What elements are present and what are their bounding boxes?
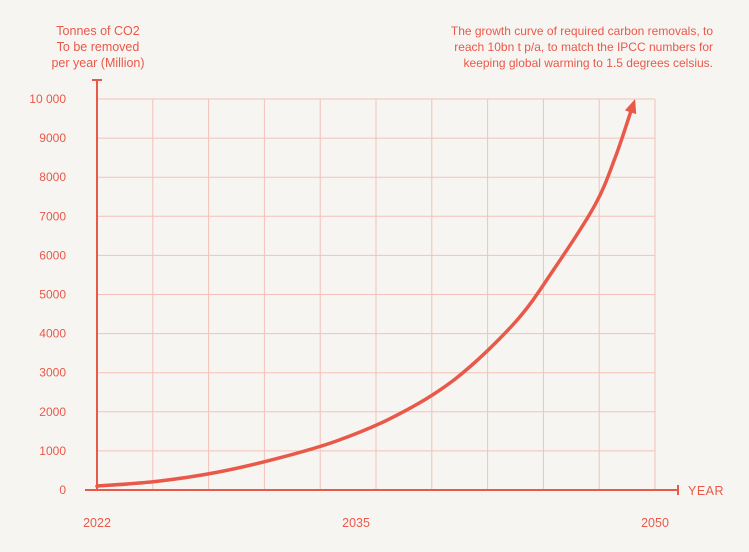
y-tick-label: 1000 <box>39 444 66 458</box>
y-axis-label-line-2: To be removed <box>57 40 140 54</box>
y-tick-label: 6000 <box>39 248 66 262</box>
y-tick-label: 10 000 <box>29 92 66 106</box>
x-tick-label: 2050 <box>641 516 669 530</box>
y-tick-label: 3000 <box>39 366 66 380</box>
annotation-line-1: The growth curve of required carbon remo… <box>451 24 713 38</box>
x-axis-label: YEAR <box>688 484 724 498</box>
annotation-line-2: reach 10bn t p/a, to match the IPCC numb… <box>454 40 713 54</box>
x-tick-labels: 2022 2035 2050 <box>83 516 669 530</box>
growth-curve-arrowhead <box>624 99 637 115</box>
x-tick-label: 2022 <box>83 516 111 530</box>
y-tick-label: 5000 <box>39 288 66 302</box>
x-tick-label: 2035 <box>342 516 370 530</box>
y-tick-label: 7000 <box>39 209 66 223</box>
y-axis-label-line-1: Tonnes of CO2 <box>56 24 139 38</box>
y-axis-label-line-3: per year (Million) <box>51 56 144 70</box>
y-tick-label: 2000 <box>39 405 66 419</box>
y-tick-label: 9000 <box>39 131 66 145</box>
y-tick-label: 4000 <box>39 327 66 341</box>
growth-curve-series-line <box>95 110 633 488</box>
annotation-line-3: keeping global warming to 1.5 degrees ce… <box>464 56 713 70</box>
y-tick-label: 8000 <box>39 170 66 184</box>
y-tick-labels: 0 1000 2000 3000 4000 5000 6000 7000 8000 9000 10 … <box>29 92 66 497</box>
y-tick-label: 0 <box>59 483 66 497</box>
grid <box>97 98 656 490</box>
